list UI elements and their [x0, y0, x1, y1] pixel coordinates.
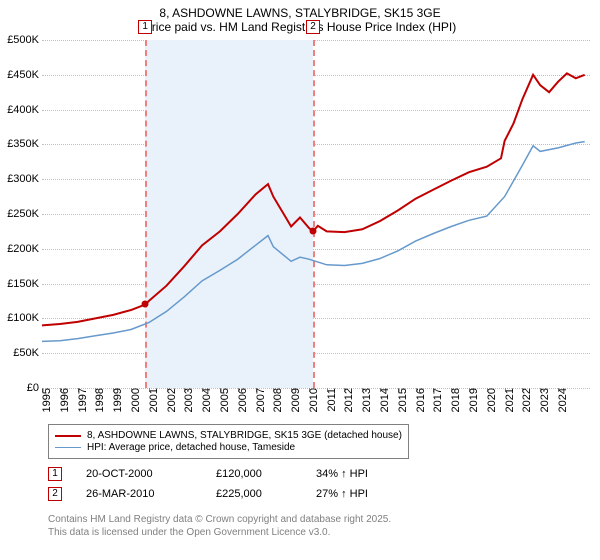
x-tick-label: 2018 — [447, 388, 462, 412]
x-tick-label: 2003 — [180, 388, 195, 412]
sale-dot — [309, 228, 316, 235]
x-tick-label: 2023 — [536, 388, 551, 412]
sales-price: £120,000 — [216, 468, 316, 480]
y-tick-label: £300K — [7, 173, 42, 185]
y-tick-label: £500K — [7, 34, 42, 46]
title-subtitle: Price paid vs. HM Land Registry's House … — [0, 20, 600, 34]
x-tick-label: 2004 — [198, 388, 213, 412]
title-block: 8, ASHDOWNE LAWNS, STALYBRIDGE, SK15 3GE… — [0, 0, 600, 36]
plot-area: £0£50K£100K£150K£200K£250K£300K£350K£400… — [42, 40, 590, 388]
y-tick-label: £150K — [7, 278, 42, 290]
x-tick-label: 1997 — [74, 388, 89, 412]
x-tick-label: 2002 — [163, 388, 178, 412]
y-tick-label: £50K — [13, 347, 42, 359]
title-address: 8, ASHDOWNE LAWNS, STALYBRIDGE, SK15 3GE — [0, 6, 600, 20]
x-tick-label: 1995 — [38, 388, 53, 412]
y-tick-label: £350K — [7, 138, 42, 150]
sales-badge: 1 — [48, 467, 62, 481]
footer-line-1: Contains HM Land Registry data © Crown c… — [48, 514, 391, 527]
sales-row: 2 26-MAR-2010£225,00027% ↑ HPI — [48, 484, 416, 504]
x-tick-label: 1999 — [109, 388, 124, 412]
legend-row: HPI: Average price, detached house, Tame… — [55, 442, 402, 453]
x-tick-label: 2015 — [394, 388, 409, 412]
sales-date: 20-OCT-2000 — [86, 468, 216, 480]
y-tick-label: £250K — [7, 208, 42, 220]
x-tick-label: 2006 — [234, 388, 249, 412]
x-tick-label: 2005 — [216, 388, 231, 412]
x-tick-label: 2013 — [358, 388, 373, 412]
chart-container: 8, ASHDOWNE LAWNS, STALYBRIDGE, SK15 3GE… — [0, 0, 600, 560]
legend-row: 8, ASHDOWNE LAWNS, STALYBRIDGE, SK15 3GE… — [55, 430, 402, 441]
footer-line-2: This data is licensed under the Open Gov… — [48, 527, 391, 540]
legend-swatch — [55, 435, 81, 437]
x-tick-label: 2001 — [145, 388, 160, 412]
x-tick-label: 2014 — [376, 388, 391, 412]
x-tick-label: 2017 — [429, 388, 444, 412]
legend-label: HPI: Average price, detached house, Tame… — [87, 442, 295, 453]
x-tick-label: 2016 — [412, 388, 427, 412]
y-tick-label: £400K — [7, 104, 42, 116]
series-property — [42, 73, 585, 325]
sales-date: 26-MAR-2010 — [86, 488, 216, 500]
x-tick-label: 2020 — [483, 388, 498, 412]
marker-badge: 2 — [306, 20, 320, 34]
footer: Contains HM Land Registry data © Crown c… — [48, 514, 391, 539]
x-tick-label: 2008 — [269, 388, 284, 412]
legend: 8, ASHDOWNE LAWNS, STALYBRIDGE, SK15 3GE… — [48, 424, 409, 459]
x-tick-label: 2011 — [323, 388, 338, 412]
sales-row: 1 20-OCT-2000£120,00034% ↑ HPI — [48, 464, 416, 484]
sales-badge: 2 — [48, 487, 62, 501]
x-tick-label: 2009 — [287, 388, 302, 412]
sale-dot — [142, 301, 149, 308]
y-tick-label: £100K — [7, 312, 42, 324]
x-tick-label: 2019 — [465, 388, 480, 412]
x-tick-label: 2012 — [340, 388, 355, 412]
x-tick-label: 1996 — [56, 388, 71, 412]
sales-price: £225,000 — [216, 488, 316, 500]
series-svg — [42, 40, 590, 388]
y-tick-label: £450K — [7, 69, 42, 81]
sales-delta: 34% ↑ HPI — [316, 468, 416, 480]
x-tick-label: 2024 — [554, 388, 569, 412]
marker-badge: 1 — [138, 20, 152, 34]
legend-swatch — [55, 447, 81, 448]
x-tick-label: 2007 — [252, 388, 267, 412]
sales-delta: 27% ↑ HPI — [316, 488, 416, 500]
x-tick-label: 2000 — [127, 388, 142, 412]
legend-label: 8, ASHDOWNE LAWNS, STALYBRIDGE, SK15 3GE… — [87, 430, 402, 441]
x-tick-label: 2021 — [501, 388, 516, 412]
x-tick-label: 2010 — [305, 388, 320, 412]
y-tick-label: £200K — [7, 243, 42, 255]
sales-table: 1 20-OCT-2000£120,00034% ↑ HPI 2 26-MAR-201… — [48, 464, 416, 504]
x-tick-label: 2022 — [518, 388, 533, 412]
x-tick-label: 1998 — [91, 388, 106, 412]
